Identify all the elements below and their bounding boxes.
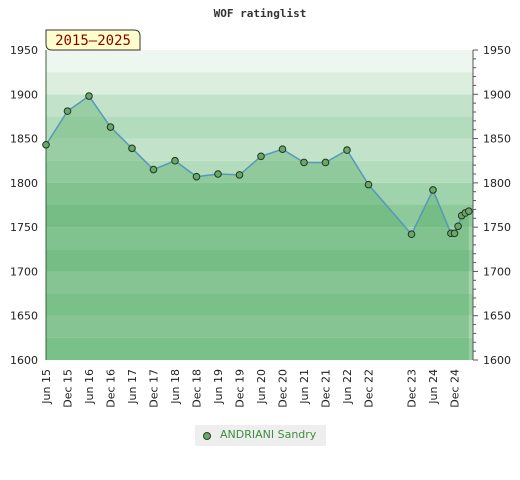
x-tick-label: Jun 21 [298,369,311,405]
period-badge: 2015–2025 [45,29,141,51]
data-point [42,140,50,149]
x-tick-label: Dec 15 [62,369,75,408]
band-1825 [46,138,473,161]
x-tick-label: Jun 17 [126,369,139,405]
series-points [42,92,473,239]
band-1700 [46,249,473,272]
y-tick-label-right: 1950 [483,44,511,57]
data-point [465,207,473,215]
data-point [214,170,222,178]
x-tick-label: Dec 17 [148,369,161,408]
x-tick-label: Dec 20 [277,369,290,408]
data-point [278,145,287,153]
data-point [407,230,416,239]
x-tick-label: Dec 21 [320,369,333,408]
axes [45,49,478,361]
x-tick-label: Dec 24 [449,369,462,408]
series-area-fill [46,96,469,361]
period-badge-label: 2015–2025 [55,33,131,49]
chart-title: WOF ratinglist [214,7,307,20]
y-tick-label-right: 1850 [483,133,511,146]
data-point [450,229,459,238]
y-tick-label-left: 1900 [10,88,38,101]
band-1675 [46,271,473,294]
data-point [343,146,351,154]
x-tick-label: Jun 19 [212,369,225,405]
data-point [171,156,179,165]
band-1850 [46,116,473,139]
x-tick-label: Jun 24 [427,369,440,405]
y-tick-label-right: 1900 [483,88,511,101]
y-tick-label-right: 1600 [483,354,511,367]
x-tick-label: Dec 16 [105,369,118,408]
data-point [106,123,115,131]
x-tick-label: Jun 22 [341,369,354,405]
data-point [454,222,462,231]
data-point [321,158,330,167]
y-tick-label-left: 1700 [10,265,38,278]
legend: ANDRIANI Sandry [195,425,326,446]
y-tick-label-left: 1650 [10,310,38,323]
data-point [192,172,201,181]
legend-marker-icon [203,432,211,440]
data-point [128,144,136,153]
band-1900 [46,72,473,95]
x-tick-label: Dec 18 [191,369,204,408]
band-1600 [46,337,473,360]
y-tick-label-right: 1650 [483,310,511,323]
data-point [63,107,72,115]
band-1875 [46,94,473,117]
y-tick-label-left: 1950 [10,44,38,57]
band-1650 [46,293,473,316]
data-point [85,92,93,100]
x-tick-label: Jun 18 [169,369,182,405]
y-tick-label-right: 1800 [483,177,511,190]
band-1625 [46,315,473,338]
y-tick-label-left: 1750 [10,221,38,234]
data-point [364,180,373,189]
data-point [257,152,265,161]
y-tick-label-left: 1600 [10,354,38,367]
data-point [149,165,158,174]
band-1925 [46,50,473,73]
data-point [429,186,437,194]
legend-series-label: ANDRIANI Sandry [220,428,317,441]
band-1725 [46,227,473,250]
x-tick-label: Jun 20 [255,369,268,405]
x-tick-labels: Jun 15 Dec 15 Jun 16 Dec 16 Jun 17 Dec 17 Jun … [40,369,462,408]
x-tick-label: Dec 19 [234,369,247,408]
y-tick-label-left: 1850 [10,133,38,146]
y-tick-label-right: 1700 [483,265,511,278]
y-tick-labels: 1600 1600 1650 1650 1700 1700 1750 1750 1800 1800… [10,44,511,367]
band-1775 [46,182,473,205]
x-tick-label: Dec 22 [363,369,376,408]
y-tick-label-right: 1750 [483,221,511,234]
y-tick-label-left: 1800 [10,177,38,190]
x-tick-label: Jun 16 [83,369,96,405]
band-1750 [46,205,473,228]
x-tick-label: Dec 23 [406,369,419,408]
data-point [235,171,244,179]
data-point [300,158,308,167]
x-tick-label: Jun 15 [40,369,53,405]
